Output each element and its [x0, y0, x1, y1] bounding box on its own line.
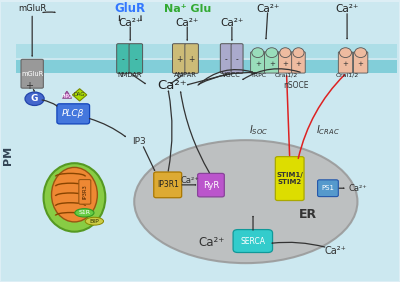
Text: Ca²⁺: Ca²⁺ [157, 79, 187, 92]
FancyBboxPatch shape [79, 180, 91, 204]
Text: GluR: GluR [115, 2, 146, 15]
Text: PM: PM [3, 146, 13, 165]
FancyBboxPatch shape [117, 44, 130, 73]
Text: PS1: PS1 [322, 185, 334, 191]
Text: Ca²⁺: Ca²⁺ [256, 4, 280, 14]
Text: Ca²⁺: Ca²⁺ [199, 236, 225, 249]
FancyBboxPatch shape [231, 44, 243, 73]
Text: SERCA: SERCA [240, 237, 266, 246]
FancyBboxPatch shape [185, 44, 198, 73]
Text: TRPC: TRPC [251, 72, 267, 78]
Text: BIP: BIP [90, 219, 99, 224]
Text: IP3R1: IP3R1 [157, 180, 179, 190]
Text: -: - [225, 55, 228, 64]
Text: Orai1/2: Orai1/2 [275, 72, 298, 78]
Ellipse shape [340, 48, 352, 58]
FancyBboxPatch shape [198, 173, 224, 197]
Polygon shape [72, 89, 87, 101]
Text: Ca²⁺: Ca²⁺ [348, 184, 367, 193]
Text: Ca²⁺: Ca²⁺ [220, 18, 244, 28]
FancyBboxPatch shape [21, 59, 43, 88]
Text: STIM1/
STIM2: STIM1/ STIM2 [276, 172, 303, 185]
Text: +: + [176, 55, 182, 64]
Text: mGluR: mGluR [18, 4, 46, 13]
Text: +: + [342, 61, 348, 67]
Text: -: - [122, 55, 125, 64]
Text: mGluR: mGluR [21, 71, 43, 77]
Text: -: - [236, 55, 238, 64]
FancyBboxPatch shape [318, 180, 338, 197]
FancyBboxPatch shape [338, 52, 353, 73]
Ellipse shape [134, 140, 358, 263]
Text: Ca²⁺: Ca²⁺ [176, 18, 199, 28]
Text: Orai1/2: Orai1/2 [336, 72, 359, 78]
Text: +: + [255, 61, 261, 67]
FancyBboxPatch shape [172, 44, 186, 73]
Bar [1, 2, 16, 281]
Text: G: G [31, 94, 38, 103]
Text: PLCβ: PLCβ [62, 109, 84, 118]
Ellipse shape [280, 48, 291, 58]
Ellipse shape [355, 48, 367, 58]
Ellipse shape [85, 217, 104, 225]
Text: +: + [269, 61, 275, 67]
Ellipse shape [52, 168, 97, 222]
Text: +: + [358, 61, 364, 67]
Polygon shape [62, 91, 72, 98]
Ellipse shape [252, 48, 264, 58]
Text: $\mathit{I}_{SOC}$: $\mathit{I}_{SOC}$ [249, 124, 269, 137]
FancyBboxPatch shape [154, 172, 182, 198]
Text: NMDAR: NMDAR [118, 72, 142, 78]
Text: Ca²⁺: Ca²⁺ [324, 246, 346, 255]
FancyBboxPatch shape [129, 44, 142, 73]
FancyBboxPatch shape [220, 44, 232, 73]
Text: S1R: S1R [78, 210, 90, 215]
Bar [16, 60, 396, 73]
Text: Ca²⁺: Ca²⁺ [118, 18, 142, 28]
Text: Ca²⁺: Ca²⁺ [181, 176, 200, 185]
Text: VGCC: VGCC [222, 72, 241, 78]
Text: AMPAR: AMPAR [174, 72, 197, 78]
Text: IP3: IP3 [132, 137, 146, 146]
FancyBboxPatch shape [292, 52, 305, 73]
FancyBboxPatch shape [251, 52, 265, 73]
Text: +: + [296, 61, 301, 67]
Text: Ca²⁺: Ca²⁺ [335, 4, 359, 14]
Text: +: + [282, 61, 288, 67]
Text: IP3R3: IP3R3 [82, 184, 87, 199]
FancyBboxPatch shape [264, 52, 279, 73]
Bar [16, 44, 396, 58]
Text: +: + [188, 55, 195, 64]
Ellipse shape [75, 209, 94, 217]
Ellipse shape [44, 163, 105, 232]
Text: -: - [134, 55, 137, 64]
Text: DAG: DAG [74, 92, 85, 97]
FancyBboxPatch shape [57, 104, 90, 124]
Text: PIP2: PIP2 [61, 94, 72, 99]
Text: Na⁺ Glu: Na⁺ Glu [164, 4, 211, 14]
Text: nSOCE: nSOCE [284, 81, 309, 90]
FancyBboxPatch shape [233, 230, 272, 252]
Text: ER: ER [298, 208, 317, 221]
Ellipse shape [266, 48, 278, 58]
Text: $\mathit{I}_{CRAC}$: $\mathit{I}_{CRAC}$ [316, 124, 340, 137]
Ellipse shape [293, 48, 304, 58]
FancyBboxPatch shape [354, 52, 368, 73]
Circle shape [25, 92, 44, 105]
Text: RyR: RyR [203, 181, 219, 190]
Text: +: + [25, 81, 33, 91]
FancyBboxPatch shape [278, 52, 292, 73]
FancyBboxPatch shape [275, 157, 304, 201]
